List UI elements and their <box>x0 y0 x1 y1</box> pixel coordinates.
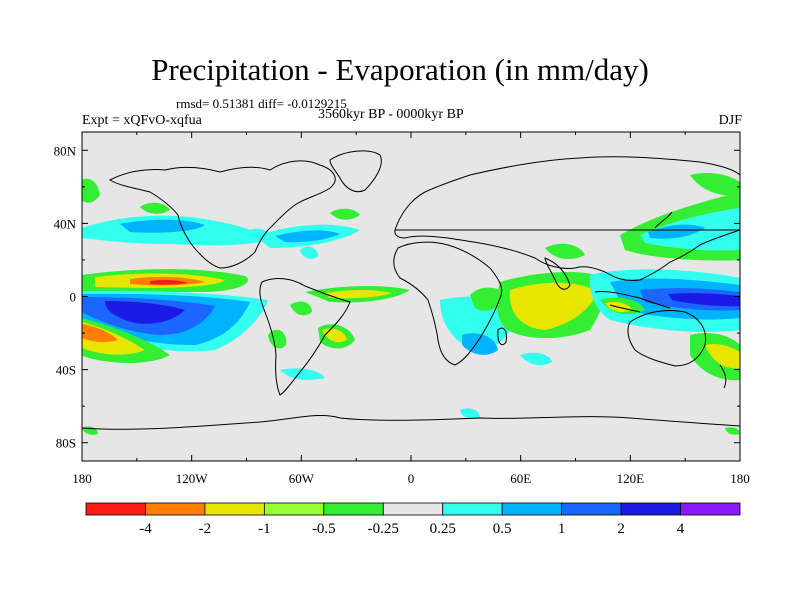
colorbar-label: 2 <box>617 521 625 537</box>
colorbar-label: -2 <box>199 521 212 537</box>
colorbar-label: 0.5 <box>493 521 512 537</box>
contour-patch <box>509 282 598 330</box>
contour-patch <box>545 243 585 260</box>
contour-patch <box>668 293 740 307</box>
contour-patch <box>290 301 312 316</box>
coastline-india <box>544 257 571 290</box>
period-text: 3560kyr BP - 0000kyr BP <box>318 107 464 122</box>
coastline-north-america <box>108 160 336 269</box>
colorbar-labels: -4 -2 -1 -0.5 -0.25 0.25 0.5 1 2 4 <box>139 521 685 537</box>
colorbar-label: -0.5 <box>312 521 336 537</box>
contour-patch <box>330 208 360 220</box>
contour-patch <box>690 172 740 196</box>
lat-label: 80N <box>54 143 77 158</box>
coastline-greenland <box>329 150 382 193</box>
latitude-ticks <box>82 149 740 444</box>
colorbar-swatch <box>204 502 265 516</box>
colorbar-swatch <box>620 502 681 516</box>
contour-patch <box>325 290 392 299</box>
contour-patch <box>280 368 325 380</box>
colorbar-label: -0.25 <box>368 521 399 537</box>
colorbar-swatch <box>680 502 741 516</box>
lon-label: 120E <box>617 471 645 486</box>
contour-patch <box>470 287 505 311</box>
contour-patch <box>648 224 705 239</box>
colorbar-label: 4 <box>677 521 685 537</box>
coastline-africa <box>393 241 503 366</box>
lon-label: 180 <box>730 471 750 486</box>
colorbar-swatch <box>323 502 384 516</box>
contour-patch <box>520 352 552 366</box>
colorbar-label: 1 <box>558 521 566 537</box>
colorbar-label: -1 <box>258 521 271 537</box>
colorbar-label: 0.25 <box>430 521 456 537</box>
coastline-antarctica <box>82 414 740 430</box>
plot-title: Precipitation - Evaporation (in mm/day) <box>151 52 649 87</box>
lat-label: 0 <box>70 290 77 305</box>
contour-patch <box>140 202 170 214</box>
coastline-new-zealand <box>719 364 727 389</box>
experiment-label: Expt = xQFvO-xqfua <box>82 113 202 128</box>
lon-label: 180 <box>72 471 92 486</box>
contour-patch <box>82 324 118 343</box>
coastlines <box>82 150 740 430</box>
coastline-eurasia <box>394 156 740 281</box>
colorbar-swatch <box>561 502 622 516</box>
latitude-labels: 80N 40N 0 40S 80S <box>54 143 77 450</box>
lat-label: 80S <box>56 436 76 451</box>
contour-patch <box>460 408 480 419</box>
contour-patch <box>150 279 188 285</box>
lat-label: 40N <box>54 216 77 231</box>
colorbar-label: -4 <box>139 521 152 537</box>
colorbar-swatch <box>442 502 503 516</box>
contour-patch <box>705 343 740 369</box>
colorbar-swatch <box>501 502 563 516</box>
longitude-labels: 180 120W 60W 0 60E 120E 180 <box>72 471 750 486</box>
coastline-south-america <box>259 278 351 396</box>
contour-patch <box>105 301 185 324</box>
coastline-madagascar <box>497 327 507 346</box>
colorbar-swatch <box>263 502 325 516</box>
contour-patch <box>82 178 100 203</box>
colorbar <box>85 502 741 516</box>
contour-patch <box>120 219 205 233</box>
contour-patch <box>462 333 498 355</box>
season-label: DJF <box>718 113 742 128</box>
colorbar-swatch <box>145 502 206 516</box>
lat-label: 40S <box>56 363 76 378</box>
coastline-australia <box>627 309 707 367</box>
contour-patch <box>725 427 740 435</box>
contour-patch <box>300 246 318 259</box>
colorbar-swatch <box>85 502 146 516</box>
contour-field <box>82 172 740 435</box>
colorbar-swatch <box>382 502 444 516</box>
lon-label: 60W <box>289 471 315 486</box>
lon-label: 60E <box>510 471 531 486</box>
lon-label: 120W <box>176 471 209 486</box>
coastline-japan <box>654 211 673 229</box>
contour-patch <box>275 230 340 243</box>
coastline-indonesia <box>594 291 671 313</box>
longitude-ticks <box>81 132 741 461</box>
stats-text: rmsd= 0.51381 diff= -0.0129215 <box>176 96 347 111</box>
lon-label: 0 <box>408 471 415 486</box>
